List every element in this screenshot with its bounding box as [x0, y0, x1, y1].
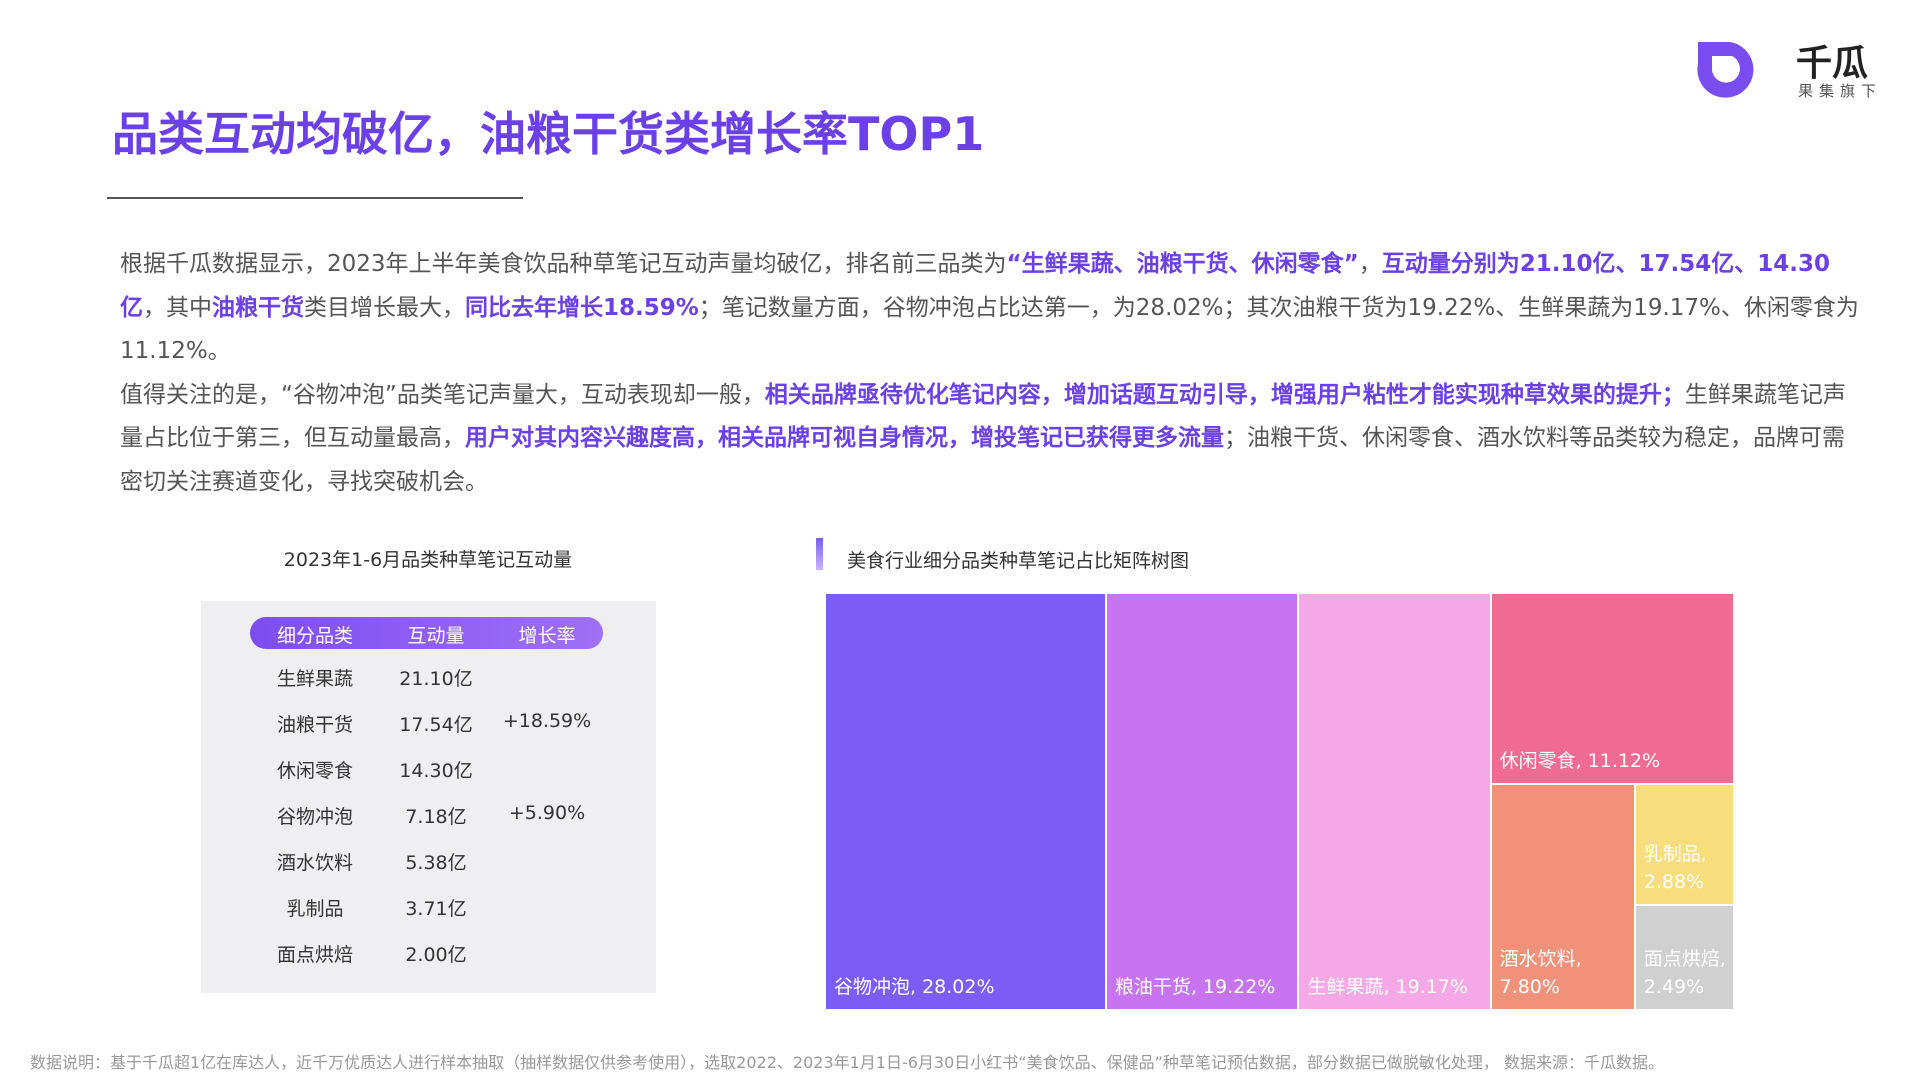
data-label: 生鲜果蔬, 19.17%	[1307, 976, 1468, 998]
data-label: 谷物冲泡, 28.02%	[834, 976, 995, 998]
paragraph: 根据千瓜数据显示，2023年上半年美食饮品种草笔记互动声量均破亿，排名前三品类为…	[120, 243, 1860, 374]
logo	[1697, 42, 1754, 98]
highlight-text: 用户对其内容兴趣度高，相关品牌可视自身情况，增投笔记已获得更多流量	[465, 425, 1224, 451]
data-label: 酒水饮料, 7.80%	[1499, 947, 1582, 998]
highlight-text: 相关品牌亟待优化笔记内容，增加话题互动引导，增强用户粘性才能实现种草效果的提升；	[764, 381, 1685, 408]
brand: 千瓜	[1796, 43, 1869, 84]
text: ；笔记数量方面，谷物冲泡占比达第一，为28.02%；其次油粮干货为19.22%、…	[120, 294, 1859, 365]
table-cell: 酒水饮料	[276, 852, 353, 874]
table-title: 2023年1-6月品类种草笔记互动量	[283, 549, 573, 571]
text: ，其中	[143, 294, 212, 321]
table-box	[201, 601, 656, 993]
table-cell: 5.38亿	[405, 852, 467, 874]
highlight-text: 油粮干货	[212, 294, 304, 321]
data-label: 粮油干货, 19.22%	[1114, 976, 1276, 998]
title-bar	[816, 538, 823, 570]
text: 类目增长最大，	[304, 294, 465, 321]
highlight-text: “生鲜果蔬、油粮干货、休闲零食”	[1006, 251, 1359, 277]
treemap-tile: 乳制品, 2.88%	[1634, 783, 1734, 906]
table-cell: 乳制品	[286, 898, 344, 920]
body-text: 根据千瓜数据显示，2023年上半年美食饮品种草笔记互动声量均破亿，排名前三品类为…	[120, 243, 1860, 504]
table-cell: 17.54亿	[399, 714, 473, 736]
data-label: 乳制品, 2.88%	[1643, 843, 1707, 894]
table-cell: 21.10亿	[399, 668, 473, 690]
treemap-tile: 休闲零食, 11.12%	[1490, 593, 1734, 784]
column-header: 互动量	[407, 625, 465, 647]
title: 品类互动均破亿，油粮干货类增长率TOP1	[112, 107, 985, 161]
brand-sub: 果集旗下	[1798, 82, 1883, 100]
table-cell: +18.59%	[502, 710, 592, 732]
treemap-tile: 酒水饮料, 7.80%	[1490, 783, 1635, 1010]
text: ；油粮干货、休闲零食、酒水饮料等品类较为稳定，品牌可需密切关注赛道变化，寻找突破…	[120, 425, 1845, 495]
table-cell: 谷物冲泡	[276, 806, 353, 828]
treemap-tile: 谷物冲泡, 28.02%	[825, 593, 1106, 1010]
table-header	[250, 617, 603, 649]
table-cell: 休闲零食	[276, 760, 353, 782]
column-header: 细分品类	[276, 625, 353, 647]
table-cell: 3.71亿	[405, 898, 467, 920]
table-cell: 油粮干货	[276, 714, 353, 736]
text: 值得关注的是，“谷物冲泡”品类笔记声量大，互动表现却一般，	[120, 381, 765, 408]
text: 生鲜果蔬笔记声量占比位于第三，但互动量最高，	[120, 381, 1846, 452]
column-header: 增长率	[518, 625, 576, 647]
table-cell: +5.90%	[508, 802, 586, 824]
treemap-tile: 生鲜果蔬, 19.17%	[1298, 593, 1491, 1010]
data-label: 休闲零食, 11.12%	[1499, 749, 1661, 772]
footer: 数据说明：基于千瓜超1亿在库达人，近千万优质达人进行样本抽取（抽样数据仅供参考使…	[30, 1053, 1664, 1072]
table-cell: 7.18亿	[405, 806, 467, 828]
treemap-tile: 面点烘焙, 2.49%	[1634, 905, 1734, 1010]
table-cell: 14.30亿	[399, 760, 473, 782]
table-cell: 面点烘焙	[276, 944, 353, 966]
paragraph: 值得关注的是，“谷物冲泡”品类笔记声量大，互动表现却一般，相关品牌亟待优化笔记内…	[120, 374, 1860, 505]
treemap-tile: 粮油干货, 19.22%	[1105, 593, 1299, 1010]
chart-title: 美食行业细分品类种草笔记占比矩阵树图	[847, 550, 1190, 572]
text: ，	[1358, 251, 1382, 277]
table-cell: 2.00亿	[405, 944, 467, 966]
table-cell: 生鲜果蔬	[276, 668, 353, 690]
highlight-text: 互动量分别为21.10亿、17.54亿、14.30亿	[120, 251, 1831, 321]
text: 根据千瓜数据显示，2023年上半年美食饮品种草笔记互动声量均破亿，排名前三品类为	[120, 251, 1007, 277]
data-label: 面点烘焙, 2.49%	[1643, 947, 1726, 998]
title-rule	[107, 197, 523, 199]
highlight-text: 同比去年增长18.59%	[465, 294, 699, 321]
treemap: 谷物冲泡, 28.02% 粮油干货, 19.22% 生鲜果蔬, 19.17% 休闲零食…	[825, 593, 1734, 1010]
